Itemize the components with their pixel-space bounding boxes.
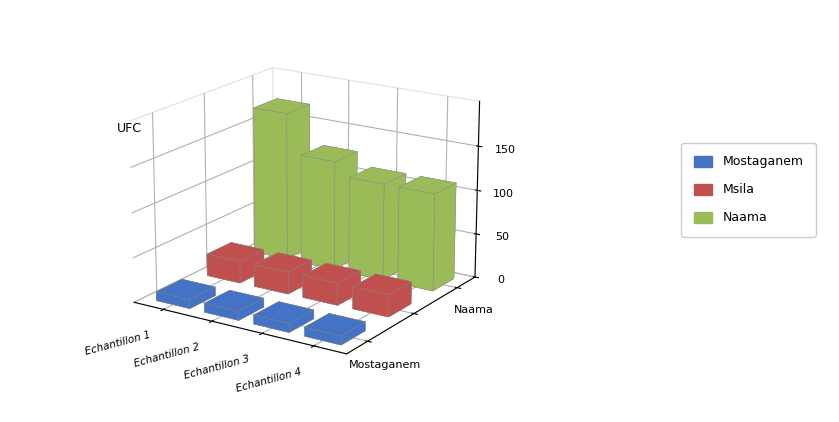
Legend: Mostaganem, Msila, Naama: Mostaganem, Msila, Naama: [681, 143, 816, 237]
